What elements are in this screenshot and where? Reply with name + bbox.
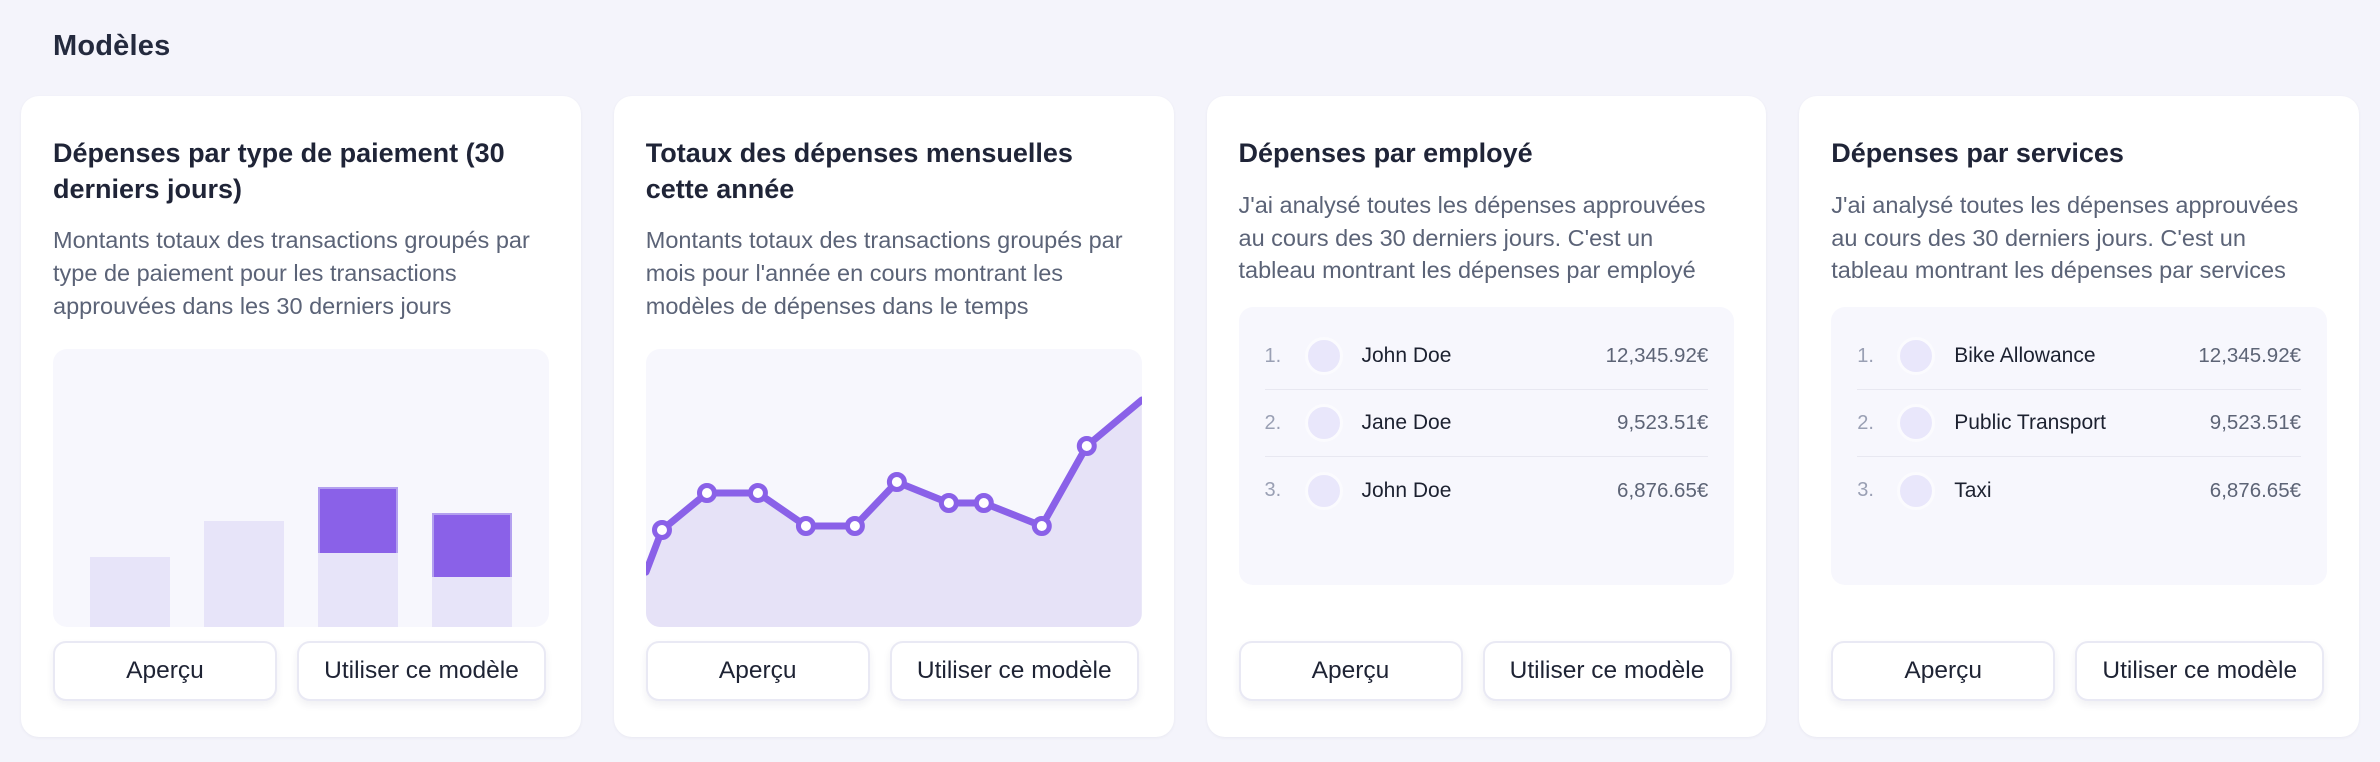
item-name: Public Transport <box>1954 411 2106 435</box>
template-card-payment-type: Dépenses par type de paiement (30 dernie… <box>21 96 581 737</box>
list-item: 1. John Doe 12,345.92€ <box>1264 323 1709 391</box>
item-name: John Doe <box>1361 344 1452 368</box>
avatar <box>1304 471 1343 510</box>
list-item: 1. Bike Allowance 12,345.92€ <box>1857 323 2301 391</box>
template-cards-row: Dépenses par type de paiement (30 dernie… <box>21 96 2359 737</box>
ranked-list-thumbnail: 1. Bike Allowance 12,345.92€ 2. Public T… <box>1831 307 2327 586</box>
avatar <box>1897 471 1936 510</box>
card-actions: Aperçu Utiliser ce modèle <box>53 641 549 701</box>
card-title: Dépenses par employé <box>1238 138 1533 168</box>
line-chart-thumbnail <box>645 348 1142 627</box>
avatar <box>1897 404 1936 443</box>
use-template-button[interactable]: Utiliser ce modèle <box>889 641 1139 701</box>
template-card-by-service: Dépenses par services J'ai analysé toute… <box>1799 96 2359 737</box>
rank-label: 2. <box>1264 411 1282 434</box>
preview-button[interactable]: Aperçu <box>645 641 870 701</box>
use-template-button[interactable]: Utiliser ce modèle <box>297 641 546 701</box>
item-amount: 12,345.92€ <box>2198 344 2301 368</box>
card-title: Dépenses par services <box>1831 138 2124 168</box>
card-description: Montants totaux des transactions groupés… <box>53 227 530 320</box>
card-actions: Aperçu Utiliser ce modèle <box>645 641 1142 701</box>
rank-label: 3. <box>1264 479 1282 502</box>
card-title: Dépenses par type de paiement (30 dernie… <box>53 138 505 204</box>
rank-label: 1. <box>1264 344 1282 367</box>
bar-chart <box>53 349 549 627</box>
line-chart <box>645 396 1142 627</box>
bar-chart-thumbnail <box>53 348 549 627</box>
list-item: 2. Public Transport 9,523.51€ <box>1857 390 2301 458</box>
page-title: Modèles <box>53 30 171 62</box>
use-template-button[interactable]: Utiliser ce modèle <box>1482 641 1732 701</box>
template-card-by-employee: Dépenses par employé J'ai analysé toutes… <box>1206 96 1767 737</box>
item-amount: 12,345.92€ <box>1605 344 1709 368</box>
avatar <box>1304 337 1343 376</box>
card-description: J'ai analysé toutes les dépenses approuv… <box>1238 191 1706 284</box>
avatar <box>1304 404 1343 443</box>
list-item: 3. Taxi 6,876.65€ <box>1857 457 2301 524</box>
card-actions: Aperçu Utiliser ce modèle <box>1831 641 2327 701</box>
card-description: J'ai analysé toutes les dépenses approuv… <box>1831 191 2299 284</box>
item-name: Jane Doe <box>1361 411 1452 435</box>
item-name: John Doe <box>1361 478 1452 502</box>
item-name: Bike Allowance <box>1954 344 2096 368</box>
card-actions: Aperçu Utiliser ce modèle <box>1238 641 1735 701</box>
rank-label: 2. <box>1857 411 1874 434</box>
card-title: Totaux des dépenses mensuelles cette ann… <box>645 138 1073 204</box>
item-amount: 9,523.51€ <box>2209 411 2301 435</box>
item-amount: 6,876.65€ <box>2209 478 2301 502</box>
use-template-button[interactable]: Utiliser ce modèle <box>2075 641 2325 701</box>
ranked-list-thumbnail: 1. John Doe 12,345.92€ 2. Jane Doe 9,523… <box>1238 307 1735 586</box>
item-amount: 6,876.65€ <box>1617 478 1709 502</box>
preview-button[interactable]: Aperçu <box>1831 641 2056 701</box>
list-item: 2. Jane Doe 9,523.51€ <box>1264 390 1709 458</box>
rank-label: 3. <box>1857 479 1874 502</box>
rank-label: 1. <box>1857 344 1874 367</box>
item-amount: 9,523.51€ <box>1617 411 1709 435</box>
card-description: Montants totaux des transactions groupés… <box>645 227 1123 320</box>
page-header: Modèles <box>0 0 2380 63</box>
avatar <box>1897 337 1936 376</box>
item-name: Taxi <box>1954 478 1992 502</box>
preview-button[interactable]: Aperçu <box>1238 641 1463 701</box>
list-item: 3. John Doe 6,876.65€ <box>1264 457 1709 524</box>
template-card-monthly-totals: Totaux des dépenses mensuelles cette ann… <box>613 96 1174 737</box>
preview-button[interactable]: Aperçu <box>53 641 277 701</box>
